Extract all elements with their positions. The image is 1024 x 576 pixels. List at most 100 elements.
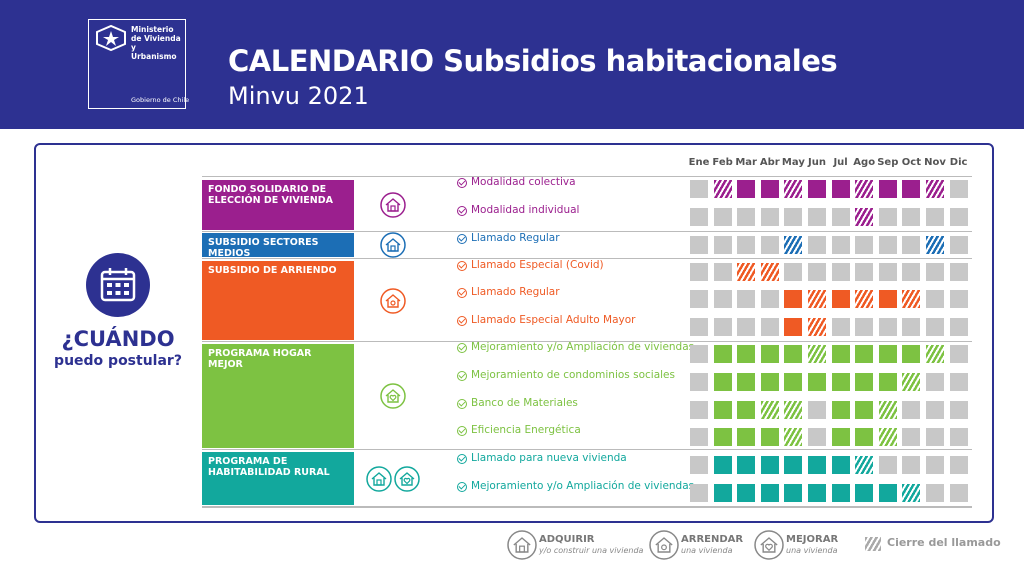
icon-part [519,545,525,553]
check-mark [457,426,466,434]
icon-part [390,299,396,306]
month-label: Sep [877,157,899,168]
month-cell [737,345,756,363]
month-cell [831,456,850,474]
icon-calendar [100,270,136,302]
month-cell [878,290,897,308]
month-cell [808,345,826,363]
month-cell [784,484,803,502]
logo-crest [96,24,126,52]
month-cell [808,456,826,474]
month-cell [760,484,779,502]
month-cell [902,345,921,363]
program-box [202,261,354,340]
month-cell [760,428,779,446]
month-cell [926,401,944,419]
calendar-card [34,143,994,523]
month-cell [949,401,968,419]
month-cell [713,373,732,391]
icon-part [399,471,415,486]
icon-day [115,291,121,295]
month-cell [831,263,850,281]
month-cell [690,263,708,281]
month-cell [831,180,850,198]
check-icon [457,399,467,409]
month-cell [926,456,944,474]
month-cell [808,373,826,391]
month-cell [878,180,897,198]
month-cell [831,208,850,226]
month-cell [926,484,944,502]
icon-part [403,477,411,484]
block-rule [202,341,972,342]
check-mark [457,454,466,462]
icon-part [376,478,382,486]
check-icon [457,454,467,464]
month-cell [737,290,756,308]
month-cell [926,428,944,446]
call-label: Banco de Materiales [471,397,578,409]
check-mark [457,371,466,379]
month-cell [760,318,779,336]
month-cell [878,345,897,363]
month-cell [902,484,921,502]
month-cell [878,428,897,446]
calendar-icon [86,253,150,317]
icon-part [760,537,778,553]
month-cell [949,373,968,391]
month-cell [760,180,779,198]
month-cell [949,318,968,336]
month-cell [690,428,708,446]
program-icon [394,465,420,492]
month-cell [926,236,944,254]
month-cell [902,401,921,419]
month-cell [713,236,732,254]
month-cell [784,263,803,281]
month-cell [878,484,897,502]
icon-days [107,283,129,295]
program-name: SUBSIDIO DE ARRIENDO [208,265,337,276]
month-cell [902,263,921,281]
month-cell [737,318,756,336]
program-name: PROGRAMA DE HABITABILIDAD RURAL [208,456,330,478]
call-label: Llamado Especial Adulto Mayor [471,314,636,326]
month-cell [855,345,874,363]
month-cell [831,373,850,391]
month-cell [926,345,944,363]
month-cell [926,208,944,226]
check-mark [457,316,466,324]
month-cell [713,428,732,446]
legend-label: ADQUIRIR [539,534,595,545]
month-cell [878,456,897,474]
month-cell [760,290,779,308]
month-label: Mar [735,157,757,168]
check-icon [457,482,467,492]
month-cell [949,484,968,502]
month-cell [760,236,779,254]
legend-sub: una vivienda [786,546,838,555]
month-cell [737,180,756,198]
question-sub: puedo postular? [54,353,182,369]
month-cell [690,236,708,254]
month-cell [878,263,897,281]
legend-sub: una vivienda [681,546,733,555]
program-box [202,233,354,257]
block-rule [202,449,972,450]
month-label: Abr [759,157,780,168]
month-cell [737,208,756,226]
icon-day [107,291,112,295]
month-cell [784,428,803,446]
check-mark [457,482,466,490]
month-label: May [781,157,805,168]
program-icon [380,287,406,314]
month-cell [713,345,732,363]
call-label: Mejoramiento de condominios sociales [471,369,675,381]
month-cell [784,318,803,336]
month-cell [831,290,850,308]
check-icon [457,234,467,244]
icon-part [385,389,401,403]
month-cell [855,290,874,308]
month-cell [855,484,874,502]
month-cell [784,456,803,474]
month-cell [737,428,756,446]
